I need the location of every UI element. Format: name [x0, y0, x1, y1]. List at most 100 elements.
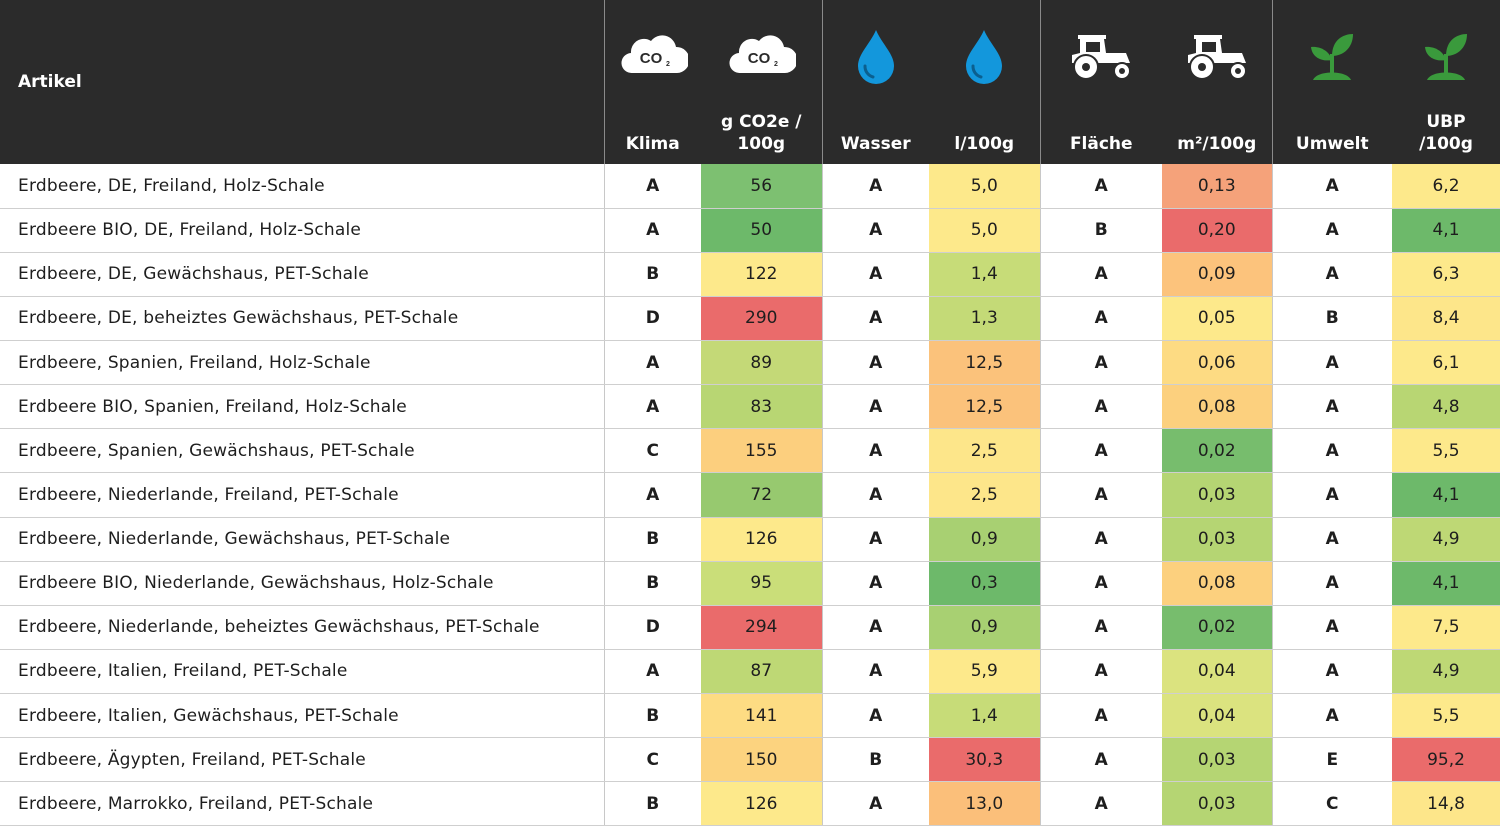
- cell-l100g: 1,4: [929, 252, 1040, 297]
- cell-klima: C: [604, 428, 701, 474]
- cell-klima: A: [604, 164, 701, 209]
- cell-wasser: A: [821, 517, 929, 562]
- table-row: Erdbeere, DE, Freiland, Holz-Schale A 56 A 5…: [0, 164, 1500, 209]
- table-row: Erdbeere BIO, Spanien, Freiland, Holz-Sc…: [0, 384, 1500, 430]
- cell-umwelt: A: [1271, 384, 1392, 430]
- column-header-l100g: l/100g: [929, 0, 1040, 164]
- cell-klima: B: [604, 517, 701, 562]
- cell-co2: 83: [701, 384, 822, 430]
- cell-m2: 0,02: [1162, 605, 1272, 650]
- cell-klima: B: [604, 252, 701, 297]
- cell-klima: B: [604, 781, 701, 826]
- table-row: Erdbeere, DE, Gewächshaus, PET-Schale B 12…: [0, 252, 1500, 297]
- cell-umwelt: A: [1271, 208, 1392, 253]
- cell-wasser: A: [821, 296, 929, 342]
- cell-klima: B: [604, 561, 701, 606]
- cell-wasser: A: [821, 693, 929, 739]
- column-header-co2: CO 2 g CO2e / 100g: [701, 0, 822, 164]
- cell-artikel: Erdbeere, DE, beheiztes Gewächshaus, PET…: [0, 296, 605, 342]
- cell-artikel: Erdbeere, Marrokko, Freiland, PET-Schale: [0, 781, 605, 826]
- table-row: Erdbeere, Spanien, Gewächshaus, PET-Scha…: [0, 428, 1500, 474]
- table-row: Erdbeere, Niederlande, Freiland, PET-Sch…: [0, 472, 1500, 518]
- tractor-icon: [1187, 35, 1247, 80]
- table-row: Erdbeere, Niederlande, Gewächshaus, PET-…: [0, 517, 1500, 562]
- cell-flaeche: A: [1039, 737, 1162, 783]
- cell-l100g: 1,3: [929, 296, 1040, 342]
- water-drop-icon: [966, 30, 1003, 84]
- cell-ubp: 6,3: [1392, 252, 1500, 297]
- cell-wasser: A: [821, 781, 929, 826]
- table-row: Erdbeere, Italien, Freiland, PET-Schale A…: [0, 649, 1500, 695]
- cell-wasser: A: [821, 384, 929, 430]
- cell-m2: 0,09: [1162, 252, 1272, 297]
- cell-umwelt: A: [1271, 164, 1392, 209]
- cell-co2: 95: [701, 561, 822, 606]
- table-row: Erdbeere, Niederlande, beheiztes Gewächs…: [0, 605, 1500, 650]
- cell-l100g: 0,9: [929, 517, 1040, 562]
- cell-wasser: A: [821, 472, 929, 518]
- cell-co2: 122: [701, 252, 822, 297]
- table-row: Erdbeere, Italien, Gewächshaus, PET-Scha…: [0, 693, 1500, 739]
- cell-ubp: 6,1: [1392, 340, 1500, 386]
- cell-artikel: Erdbeere, Spanien, Gewächshaus, PET-Scha…: [0, 428, 605, 474]
- cell-umwelt: A: [1271, 561, 1392, 606]
- cell-wasser: A: [821, 428, 929, 474]
- column-header-flaeche: Fläche: [1039, 0, 1162, 164]
- cell-flaeche: A: [1039, 561, 1162, 606]
- cell-artikel: Erdbeere, Niederlande, Gewächshaus, PET-…: [0, 517, 605, 562]
- cell-flaeche: A: [1039, 649, 1162, 695]
- cell-l100g: 5,0: [929, 208, 1040, 253]
- cell-umwelt: A: [1271, 605, 1392, 650]
- svg-text:CO: CO: [640, 50, 663, 67]
- table-body: Erdbeere, DE, Freiland, Holz-Schale A 56 A 5…: [0, 164, 1500, 826]
- cell-wasser: A: [821, 649, 929, 695]
- cell-m2: 0,08: [1162, 561, 1272, 606]
- cell-klima: A: [604, 649, 701, 695]
- cell-ubp: 4,1: [1392, 561, 1500, 606]
- cell-artikel: Erdbeere BIO, DE, Freiland, Holz-Schale: [0, 208, 605, 253]
- cell-ubp: 4,9: [1392, 517, 1500, 562]
- cell-artikel: Erdbeere BIO, Niederlande, Gewächshaus, …: [0, 561, 605, 606]
- cell-wasser: B: [821, 737, 929, 783]
- cell-artikel: Erdbeere, DE, Freiland, Holz-Schale: [0, 164, 605, 209]
- cell-co2: 72: [701, 472, 822, 518]
- cell-m2: 0,02: [1162, 428, 1272, 474]
- cell-ubp: 5,5: [1392, 428, 1500, 474]
- cell-m2: 0,08: [1162, 384, 1272, 430]
- co2-cloud-icon: CO 2: [729, 35, 797, 74]
- column-header-artikel: Artikel: [0, 0, 604, 164]
- cell-wasser: A: [821, 252, 929, 297]
- cell-klima: C: [604, 737, 701, 783]
- cell-m2: 0,04: [1162, 693, 1272, 739]
- cell-umwelt: A: [1271, 252, 1392, 297]
- cell-flaeche: A: [1039, 472, 1162, 518]
- cell-co2: 141: [701, 693, 822, 739]
- cell-co2: 150: [701, 737, 822, 783]
- cell-artikel: Erdbeere, Italien, Freiland, PET-Schale: [0, 649, 605, 695]
- cell-l100g: 2,5: [929, 472, 1040, 518]
- cell-klima: A: [604, 208, 701, 253]
- cell-l100g: 0,9: [929, 605, 1040, 650]
- column-header-umwelt: Umwelt: [1271, 0, 1392, 164]
- cell-l100g: 12,5: [929, 384, 1040, 430]
- cell-m2: 0,03: [1162, 781, 1272, 826]
- table-row: Erdbeere, Marrokko, Freiland, PET-Schale…: [0, 781, 1500, 826]
- cell-ubp: 14,8: [1392, 781, 1500, 826]
- cell-m2: 0,04: [1162, 649, 1272, 695]
- column-header-ubp: UBP /100g: [1392, 0, 1500, 164]
- cell-ubp: 4,1: [1392, 208, 1500, 253]
- cell-umwelt: E: [1271, 737, 1392, 783]
- cell-flaeche: A: [1039, 252, 1162, 297]
- svg-text:2: 2: [666, 61, 670, 68]
- cell-co2: 290: [701, 296, 822, 342]
- tractor-icon: [1072, 35, 1132, 80]
- cell-artikel: Erdbeere, DE, Gewächshaus, PET-Schale: [0, 252, 605, 297]
- cell-flaeche: A: [1039, 164, 1162, 209]
- cell-artikel: Erdbeere, Spanien, Freiland, Holz-Schale: [0, 340, 605, 386]
- cell-l100g: 5,9: [929, 649, 1040, 695]
- cell-wasser: A: [821, 208, 929, 253]
- cell-m2: 0,13: [1162, 164, 1272, 209]
- column-header-klima: CO 2 Klima: [603, 0, 701, 164]
- cell-co2: 155: [701, 428, 822, 474]
- cell-co2: 87: [701, 649, 822, 695]
